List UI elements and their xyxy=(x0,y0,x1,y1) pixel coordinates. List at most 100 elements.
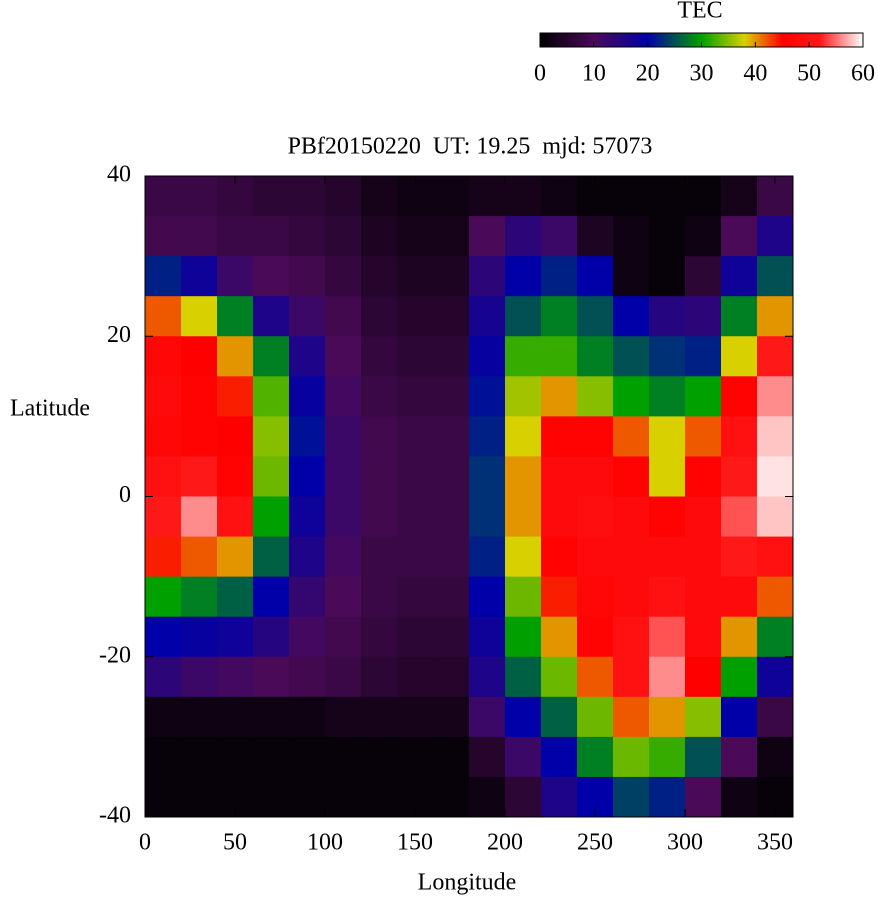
heatmap-cell xyxy=(469,736,506,778)
heatmap-cell xyxy=(757,336,794,377)
heatmap-cell xyxy=(289,616,326,658)
heatmap-cell xyxy=(577,576,614,618)
heatmap-cell xyxy=(325,736,362,778)
heatmap-cell xyxy=(505,176,542,217)
heatmap-cell xyxy=(505,336,542,377)
heatmap-cell xyxy=(217,576,254,618)
heatmap-cell xyxy=(325,256,362,297)
heatmap-cell xyxy=(289,336,326,377)
heatmap-cell xyxy=(577,416,614,457)
heatmap-cell xyxy=(649,616,686,658)
heatmap-cell xyxy=(325,656,362,698)
heatmap-cell xyxy=(181,656,218,698)
heatmap-cell xyxy=(145,296,182,337)
heatmap-cell xyxy=(541,536,578,578)
heatmap-cell xyxy=(469,536,506,578)
y-tick-label: -40 xyxy=(99,803,131,829)
heatmap-cell xyxy=(361,776,398,818)
heatmap-cell xyxy=(577,296,614,337)
heatmap-cell xyxy=(217,496,254,538)
heatmap-cells xyxy=(145,176,794,818)
heatmap-cell xyxy=(721,736,758,778)
heatmap-cell xyxy=(577,696,614,738)
x-tick-label: 50 xyxy=(223,830,247,856)
heatmap-cell xyxy=(433,576,470,618)
heatmap-cell xyxy=(361,576,398,618)
heatmap-cell xyxy=(469,256,506,297)
heatmap-cell xyxy=(541,656,578,698)
heatmap-cell xyxy=(433,736,470,778)
x-axis-label: Longitude xyxy=(418,870,517,896)
heatmap-cell xyxy=(613,256,650,297)
heatmap-cell xyxy=(145,176,182,217)
y-tick-label: 0 xyxy=(119,482,131,508)
heatmap-cell xyxy=(433,456,470,497)
heatmap-cell xyxy=(289,416,326,457)
heatmap-cell xyxy=(253,736,290,778)
heatmap-cell xyxy=(145,456,182,497)
heatmap-cell xyxy=(433,496,470,538)
heatmap-cell xyxy=(721,536,758,578)
heatmap-cell xyxy=(505,216,542,257)
heatmap-cell xyxy=(217,256,254,297)
heatmap-cell xyxy=(613,416,650,457)
heatmap-cell xyxy=(145,376,182,417)
heatmap-cell xyxy=(469,376,506,417)
heatmap-cell xyxy=(433,256,470,297)
colorbar-tick-label: 50 xyxy=(797,61,821,87)
heatmap-cell xyxy=(433,176,470,217)
heatmap-cell xyxy=(757,456,794,497)
heatmap-cell xyxy=(361,416,398,457)
heatmap-cell xyxy=(181,776,218,818)
heatmap-cell xyxy=(541,576,578,618)
y-tick-label: 40 xyxy=(107,162,131,188)
heatmap-cell xyxy=(433,416,470,457)
heatmap-cell xyxy=(505,416,542,457)
heatmap-cell xyxy=(577,336,614,377)
heatmap-cell xyxy=(361,656,398,698)
heatmap-cell xyxy=(649,536,686,578)
heatmap-cell xyxy=(145,216,182,257)
heatmap-cell xyxy=(361,336,398,377)
heatmap-cell xyxy=(649,416,686,457)
heatmap-cell xyxy=(325,336,362,377)
heatmap-cell xyxy=(433,376,470,417)
heatmap-cell xyxy=(613,376,650,417)
heatmap-cell xyxy=(505,536,542,578)
heatmap-cell xyxy=(613,296,650,337)
heatmap-cell xyxy=(469,176,506,217)
heatmap-cell xyxy=(757,536,794,578)
heatmap-cell xyxy=(469,416,506,457)
heatmap-cell xyxy=(685,576,722,618)
heatmap-cell xyxy=(217,696,254,738)
heatmap-cell xyxy=(433,776,470,818)
heatmap-cell xyxy=(685,776,722,818)
heatmap-cell xyxy=(361,736,398,778)
heatmap-cell xyxy=(685,296,722,337)
heatmap-cell xyxy=(757,416,794,457)
heatmap-cell xyxy=(397,536,434,578)
heatmap-cell xyxy=(181,296,218,337)
heatmap-cell xyxy=(325,296,362,337)
heatmap-cell xyxy=(505,696,542,738)
heatmap-cell xyxy=(181,536,218,578)
heatmap-cell xyxy=(649,176,686,217)
heatmap-cell xyxy=(289,696,326,738)
heatmap-cell xyxy=(649,256,686,297)
heatmap-cell xyxy=(361,536,398,578)
heatmap-cell xyxy=(217,536,254,578)
heatmap-cell xyxy=(433,696,470,738)
heatmap-cell xyxy=(721,416,758,457)
heatmap-cell xyxy=(145,256,182,297)
heatmap-cell xyxy=(469,456,506,497)
heatmap-cell xyxy=(181,336,218,377)
heatmap-cell xyxy=(613,576,650,618)
x-tick-label: 250 xyxy=(577,830,613,856)
heatmap-cell xyxy=(541,376,578,417)
heatmap-cell xyxy=(217,416,254,457)
heatmap-cell xyxy=(649,576,686,618)
heatmap-cell xyxy=(253,616,290,658)
heatmap-cell xyxy=(577,216,614,257)
heatmap-cell xyxy=(145,696,182,738)
heatmap-cell xyxy=(649,496,686,538)
